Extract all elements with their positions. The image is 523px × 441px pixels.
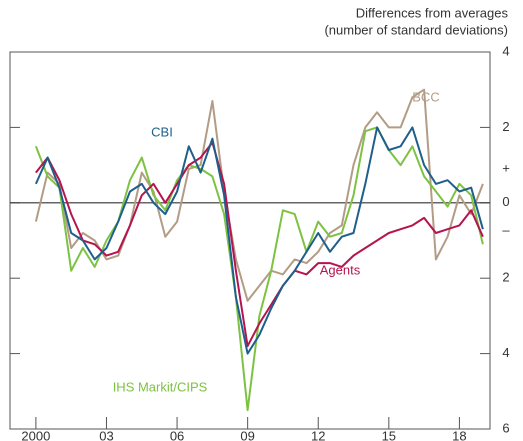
series-line — [34, 126, 484, 355]
plot-frame — [9, 51, 491, 430]
series-line — [34, 88, 484, 302]
y-tick-label: 0 — [502, 194, 509, 209]
x-tick-label: 06 — [170, 428, 184, 441]
series-line — [35, 141, 484, 348]
series-label: Agents — [320, 262, 361, 277]
series-line — [34, 126, 484, 412]
units-label: (number of standard deviations) — [324, 22, 508, 37]
x-tick-label: 03 — [99, 428, 113, 441]
series-label: BCC — [412, 89, 439, 104]
y-tick-label: 6 — [502, 420, 509, 435]
y-sign-label: – — [502, 223, 510, 238]
x-tick-label: 09 — [240, 428, 254, 441]
y-tick-label: 2 — [502, 270, 509, 285]
series-label: IHS Markit/CIPS — [113, 379, 208, 394]
y-sign-label: + — [502, 160, 510, 175]
y-tick-label: 4 — [502, 43, 509, 58]
series-label: CBI — [151, 124, 173, 139]
y-tick-label: 4 — [502, 345, 509, 360]
y-tick-label: 2 — [502, 119, 509, 134]
x-tick-label: 15 — [382, 428, 396, 441]
x-tick-label: 2000 — [21, 428, 50, 441]
x-tick-label: 18 — [452, 428, 466, 441]
units-label: Differences from averages — [356, 5, 509, 20]
x-tick-label: 12 — [311, 428, 325, 441]
